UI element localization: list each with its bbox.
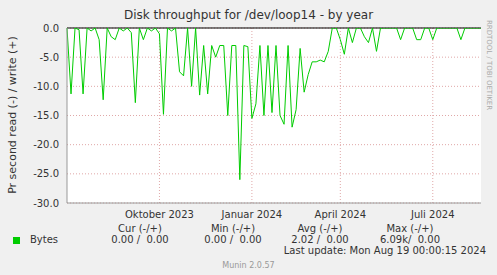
svg-text:-25.0: -25.0 xyxy=(33,168,59,179)
svg-text:Januar 2024: Januar 2024 xyxy=(221,209,283,220)
html-text:Max (-/+): Max (-/+) xyxy=(386,223,434,234)
html-text:Avg (-/+): Avg (-/+) xyxy=(297,223,343,234)
html-text:Last update: Mon Aug 19 00:00:: Last update: Mon Aug 19 00:00:15 2024 xyxy=(283,245,486,256)
html-text:RRDTOOL / TOBI OETIKER: RRDTOOL / TOBI OETIKER xyxy=(485,19,493,111)
svg-text:-10.0: -10.0 xyxy=(33,81,59,92)
svg-text:-20.0: -20.0 xyxy=(33,139,59,150)
svg-text:Oktober 2023: Oktober 2023 xyxy=(125,209,194,220)
html-text:6.09k/ 0.00: 6.09k/ 0.00 xyxy=(380,234,440,245)
svg-text:April 2024: April 2024 xyxy=(315,209,366,220)
html-text:2.02 / 0.00: 2.02 / 0.00 xyxy=(291,234,349,245)
html-text:0.00 / 0.00: 0.00 / 0.00 xyxy=(204,234,262,245)
html-text:Cur (-/+): Cur (-/+) xyxy=(118,223,162,234)
html-text:Munin 2.0.57: Munin 2.0.57 xyxy=(222,261,275,270)
html-text:Pr second read (-) / write (+): Pr second read (-) / write (+) xyxy=(5,36,19,194)
html-text:0.00 / 0.00: 0.00 / 0.00 xyxy=(111,234,169,245)
svg-text:Juli 2024: Juli 2024 xyxy=(410,209,454,220)
html-text:Min (-/+): Min (-/+) xyxy=(211,223,255,234)
svg-text:0.0: 0.0 xyxy=(43,23,59,34)
svg-text:-5.0: -5.0 xyxy=(39,52,59,63)
svg-text:-30.0: -30.0 xyxy=(33,198,59,209)
svg-text:-15.0: -15.0 xyxy=(33,110,59,121)
html-text:Bytes: Bytes xyxy=(30,234,59,245)
html-text:Disk throughput for /dev/loop1: Disk throughput for /dev/loop14 - by yea… xyxy=(123,8,374,22)
